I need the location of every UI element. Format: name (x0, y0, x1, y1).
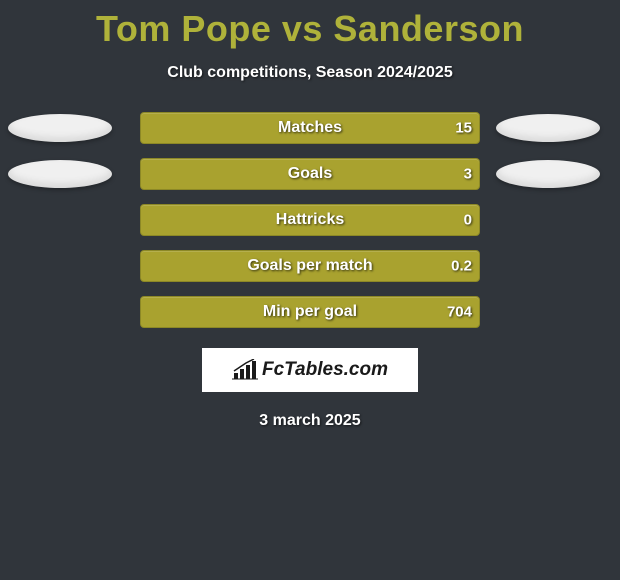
player-avatar-left (8, 114, 112, 142)
page-subtitle: Club competitions, Season 2024/2025 (0, 64, 620, 82)
stat-value-right: 0.2 (451, 258, 472, 275)
stat-label: Hattricks (276, 211, 344, 229)
stats-container: Matches 15 Goals 3 Hattricks 0 Goals per match… (0, 112, 620, 328)
stat-value-right: 3 (464, 166, 472, 183)
stat-row: Hattricks 0 (0, 204, 620, 236)
page-title: Tom Pope vs Sanderson (0, 0, 620, 50)
bar-track: Goals per match 0.2 (140, 250, 480, 282)
stat-label: Goals per match (247, 257, 372, 275)
stat-value-right: 704 (447, 304, 472, 321)
bar-track: Matches 15 (140, 112, 480, 144)
stat-row: Goals per match 0.2 (0, 250, 620, 282)
player-avatar-right (496, 114, 600, 142)
stat-row: Min per goal 704 (0, 296, 620, 328)
chart-icon (232, 359, 258, 381)
player-avatar-right (496, 160, 600, 188)
logo-box: FcTables.com (202, 348, 418, 392)
bar-track: Hattricks 0 (140, 204, 480, 236)
stat-label: Matches (278, 119, 342, 137)
date-label: 3 march 2025 (0, 412, 620, 430)
stat-value-right: 15 (455, 120, 472, 137)
stat-row: Matches 15 (0, 112, 620, 144)
stat-label: Min per goal (263, 303, 357, 321)
logo-text: FcTables.com (262, 359, 388, 381)
stat-row: Goals 3 (0, 158, 620, 190)
stat-value-right: 0 (464, 212, 472, 229)
player-avatar-left (8, 160, 112, 188)
stat-label: Goals (288, 165, 332, 183)
bar-track: Min per goal 704 (140, 296, 480, 328)
bar-track: Goals 3 (140, 158, 480, 190)
